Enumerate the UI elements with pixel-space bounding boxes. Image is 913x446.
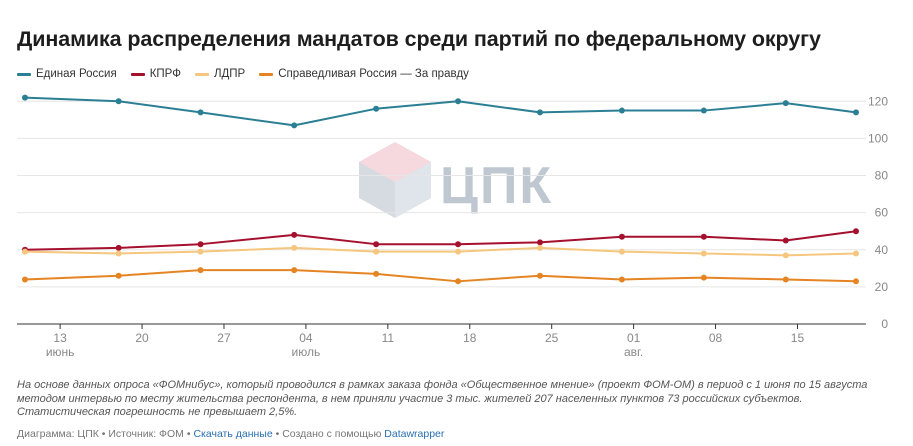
data-point [291, 267, 298, 274]
footer: Диаграмма: ЦПК • Источник: ФОМ • Скачать… [17, 428, 444, 440]
data-point [853, 278, 859, 285]
data-point [536, 109, 543, 116]
legend-item-ldpr: ЛДПР [194, 68, 246, 80]
data-point [455, 278, 462, 285]
legend: Единая Россия КПРФ ЛДПР Справедливая Рос… [17, 68, 469, 80]
data-point [115, 244, 122, 251]
x-tick-label: 15 [791, 331, 805, 345]
data-point [536, 239, 543, 246]
legend-swatch-ldpr [194, 72, 209, 76]
watermark-logo-icon [359, 142, 431, 218]
x-tick-label: 13 [53, 331, 67, 345]
legend-label-ur: Единая Россия [36, 68, 117, 80]
x-tick-month-label: авг. [624, 345, 643, 359]
legend-swatch-kprf [130, 72, 145, 76]
x-tick-label: 08 [709, 331, 723, 345]
data-point [197, 109, 204, 116]
data-point [197, 241, 204, 248]
x-tick-label: 18 [463, 331, 477, 345]
data-point [455, 248, 462, 255]
data-point [782, 100, 789, 107]
data-point [373, 248, 380, 255]
y-tick-label: 100 [868, 131, 888, 145]
x-tick-label: 20 [135, 331, 149, 345]
series-line-3 [24, 269, 857, 283]
watermark-text: ЦПК [440, 157, 554, 215]
data-point [373, 270, 380, 277]
y-tick-label: 40 [875, 243, 889, 257]
series-line-2 [24, 246, 857, 257]
footer-credits: Диаграмма: ЦПК • Источник: ФОМ • [17, 428, 194, 440]
y-tick-label: 0 [881, 317, 888, 331]
data-point [373, 241, 380, 248]
footer-middle: • Создано с помощью [272, 428, 385, 440]
data-point [291, 244, 298, 251]
data-point [455, 241, 462, 248]
legend-label-sr: Справедливая Россия — За правду [278, 68, 469, 80]
data-point [197, 248, 204, 255]
data-point [291, 231, 298, 238]
data-point [115, 272, 122, 279]
data-point [618, 107, 625, 114]
legend-swatch-sr [259, 72, 274, 76]
legend-swatch-ur [17, 72, 31, 76]
data-point [373, 105, 380, 112]
data-point [618, 276, 625, 283]
y-tick-label: 20 [875, 280, 889, 294]
x-tick-month-label: июнь [46, 345, 75, 359]
data-point [115, 250, 122, 257]
legend-item-ur: Единая Россия [17, 68, 117, 80]
data-point [536, 272, 543, 279]
chart-title: Динамика распределения мандатов среди па… [17, 27, 821, 51]
data-point [115, 98, 122, 105]
data-point [455, 98, 462, 105]
data-point [291, 122, 298, 129]
y-tick-label: 120 [868, 94, 888, 108]
data-point [22, 276, 28, 283]
data-point [22, 248, 28, 255]
x-tick-label: 27 [217, 331, 231, 345]
y-tick-label: 80 [875, 169, 889, 183]
data-point [782, 237, 789, 244]
data-point [853, 228, 859, 235]
data-point [700, 107, 707, 114]
series-line-1 [24, 230, 857, 251]
data-point [700, 274, 707, 281]
x-tick-month-label: июль [292, 345, 321, 359]
data-point [618, 233, 625, 240]
data-point [700, 233, 707, 240]
data-point [536, 244, 543, 251]
legend-label-kprf: КПРФ [149, 68, 181, 80]
data-point [618, 248, 625, 255]
chart-notes: На основе данных опроса «ФОМнибус», кото… [17, 379, 868, 418]
legend-item-sr: Справедливая Россия — За правду [259, 68, 469, 80]
data-point [782, 276, 789, 283]
data-point [853, 109, 859, 116]
data-point [197, 267, 204, 274]
data-point [853, 250, 859, 257]
data-point [782, 252, 789, 259]
legend-label-ldpr: ЛДПР [213, 68, 246, 80]
y-tick-label: 60 [875, 206, 889, 220]
x-tick-label: 04 [299, 331, 313, 345]
x-tick-label: 11 [382, 331, 395, 345]
legend-item-kprf: КПРФ [130, 68, 181, 80]
data-point [700, 250, 707, 257]
download-data-link[interactable]: Скачать данные [193, 428, 273, 440]
data-point [22, 94, 28, 101]
datawrapper-link[interactable]: Datawrapper [384, 428, 445, 440]
x-tick-label: 25 [545, 331, 559, 345]
x-tick-label: 01 [627, 331, 641, 345]
